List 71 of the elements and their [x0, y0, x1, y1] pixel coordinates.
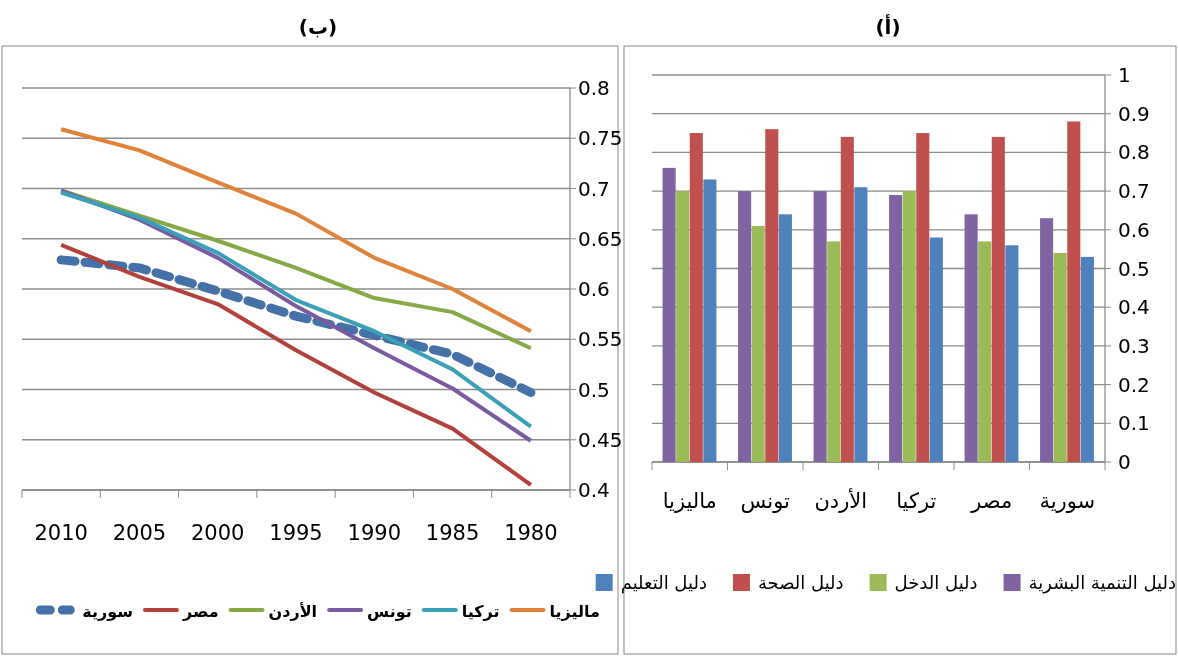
y-tick-label: 0.2	[1118, 372, 1150, 397]
y-tick-label: 0.4	[1118, 295, 1150, 320]
y-tick-label: 0.55	[578, 327, 623, 352]
y-tick-label: 0.7	[1118, 179, 1150, 204]
x-tick-label: ماليزيا	[662, 489, 717, 513]
x-tick-label: سورية	[1039, 489, 1096, 513]
bar	[813, 191, 827, 462]
x-tick-label: تركيا	[896, 489, 937, 513]
y-tick-label: 0.6	[1118, 217, 1150, 242]
legend-label: مصر	[181, 602, 219, 621]
bar	[964, 214, 978, 462]
bar	[662, 167, 676, 462]
y-tick-label: 0.8	[1118, 140, 1150, 165]
y-tick-label: 0.6	[578, 277, 610, 301]
bar	[916, 133, 930, 462]
bar	[1040, 218, 1054, 462]
legend-label: الأردن	[268, 602, 318, 621]
bar	[1005, 245, 1019, 462]
y-tick-label: 0.1	[1118, 411, 1150, 436]
y-tick-label: 0.8	[578, 76, 610, 100]
y-tick-label: 0.5	[1118, 256, 1150, 281]
x-tick-label: 1995	[269, 521, 323, 545]
y-tick-label: 0	[1118, 450, 1131, 474]
legend-label: دليل الصحة	[757, 572, 844, 593]
bar	[889, 194, 903, 462]
y-tick-label: 0.3	[1118, 333, 1150, 358]
bar	[738, 191, 752, 462]
legend-label: تونس	[367, 602, 412, 621]
x-tick-label: 2005	[112, 521, 167, 545]
bar	[902, 191, 916, 462]
legend-label: دليل التنمية البشرية	[1028, 572, 1176, 594]
bar	[751, 225, 765, 462]
legend-label: سورية	[82, 602, 133, 621]
bar	[840, 136, 854, 462]
y-tick-label: 1	[1118, 63, 1131, 87]
x-tick-label: مصر	[970, 489, 1013, 513]
bar	[778, 214, 792, 462]
x-tick-label: 1980	[504, 521, 558, 545]
x-tick-label: 2010	[34, 521, 88, 545]
y-tick-label: 0.75	[578, 126, 623, 151]
bar	[827, 241, 841, 462]
x-tick-label: تونس	[740, 489, 791, 513]
bar	[703, 179, 717, 462]
legend-label: تركيا	[461, 602, 500, 621]
legend-label: ماليزيا	[549, 602, 600, 621]
bar	[991, 136, 1005, 462]
x-tick-label: الأردن	[814, 488, 868, 513]
bar	[676, 191, 690, 462]
line-series	[59, 127, 533, 334]
bar	[1080, 256, 1094, 462]
bar	[1053, 253, 1067, 462]
bar	[765, 129, 779, 462]
bar	[978, 241, 992, 462]
bar	[689, 133, 703, 462]
x-tick-label: 1990	[347, 521, 402, 545]
y-tick-label: 0.7	[578, 176, 610, 201]
chart-title: (ب)	[298, 15, 338, 39]
legend-label: دليل التعليم	[620, 572, 707, 594]
chart-title: (أ)	[875, 13, 901, 39]
y-tick-label: 0.65	[578, 226, 623, 251]
y-tick-label: 0.5	[578, 377, 610, 402]
x-tick-label: 2000	[190, 521, 245, 545]
bar	[929, 237, 943, 462]
x-tick-label: 1985	[425, 521, 480, 545]
y-tick-label: 0.9	[1118, 101, 1150, 126]
line-series	[59, 242, 533, 487]
legend-label: دليل الدخل	[894, 572, 978, 593]
bar	[854, 187, 868, 462]
bar	[1067, 121, 1081, 462]
y-tick-label: 0.45	[578, 427, 623, 452]
y-tick-label: 0.4	[578, 478, 610, 502]
